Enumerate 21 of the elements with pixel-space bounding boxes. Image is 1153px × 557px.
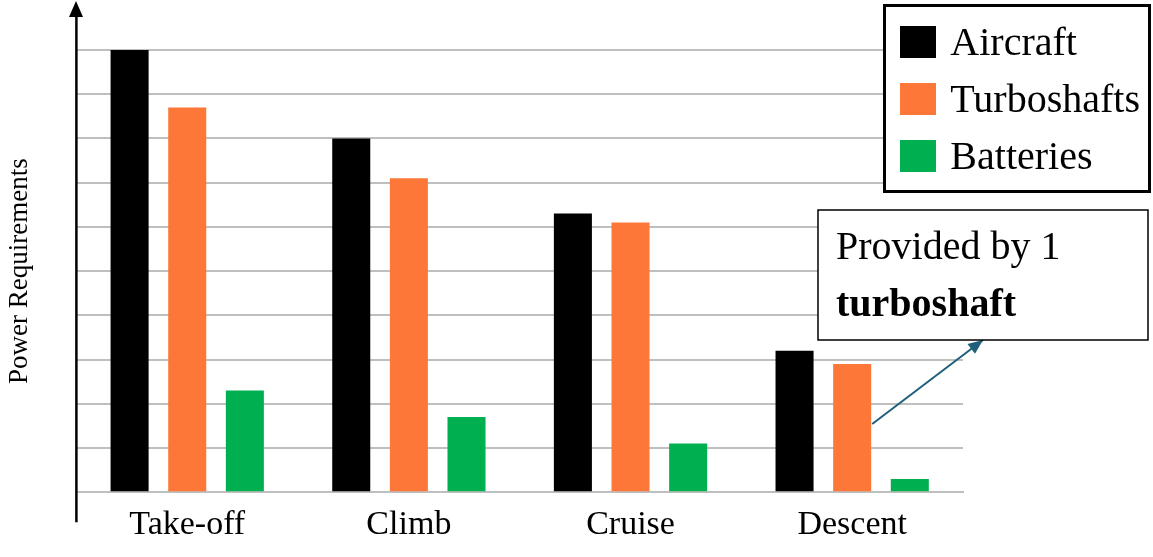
bar xyxy=(332,138,371,492)
x-tick-label: Cruise xyxy=(586,503,675,541)
bar xyxy=(225,390,264,492)
legend-label: Batteries xyxy=(950,132,1093,180)
y-axis-title: Power Requirements xyxy=(3,158,34,384)
bar xyxy=(611,222,650,492)
bar xyxy=(389,178,428,492)
bar xyxy=(669,443,708,492)
bar xyxy=(553,213,592,492)
x-tick-label: Descent xyxy=(797,503,908,541)
x-tick-label: Climb xyxy=(366,503,452,541)
annotation: Provided by 1 turboshaft xyxy=(836,222,1061,326)
legend-label: Turboshafts xyxy=(950,75,1140,123)
bar xyxy=(447,417,486,492)
bar xyxy=(110,50,149,492)
bar xyxy=(890,478,929,492)
legend-label: Aircraft xyxy=(950,18,1077,66)
x-tick-label: Take-off xyxy=(129,503,246,541)
bar xyxy=(775,350,814,492)
bar xyxy=(833,363,872,492)
bar xyxy=(168,107,207,492)
